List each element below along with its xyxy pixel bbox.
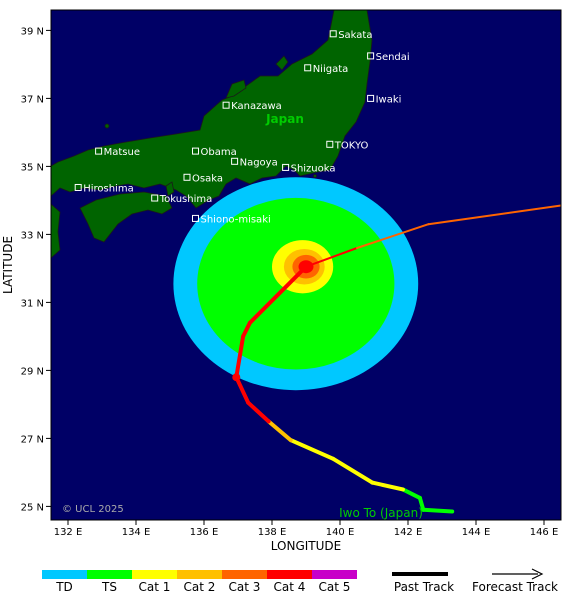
x-tick-label: 142 E [394,527,423,538]
city-label: Nagoya [240,157,278,168]
city-marker-icon [231,157,239,165]
legend-label: Cat 5 [319,580,351,594]
city-marker-icon [329,30,337,38]
track-segment [234,334,246,380]
track-segment [370,480,405,492]
y-tick-label: 29 N [21,366,44,377]
track-segment [356,223,430,249]
city-label: Sendai [376,52,410,63]
city-marker-icon [192,147,199,155]
y-tick-label: 39 N [21,26,44,37]
y-tick-label: 37 N [21,94,44,105]
legend-swatch-cat-3 [222,570,267,579]
city-marker-icon [192,214,199,222]
x-axis-label: LONGITUDE [271,539,341,553]
track-segment [234,375,251,405]
storm-track [232,204,561,514]
y-axis: 39 N 37 N 35 N 33 N 31 N 29 N 27 N 25 N [21,26,51,513]
y-tick-label: 35 N [21,162,44,173]
y-tick-label: 31 N [21,298,44,309]
x-tick-label: 134 E [122,527,151,538]
past-track-label: Past Track [394,580,454,594]
legend-swatch-cat-1 [132,570,177,579]
legend-label: Cat 3 [229,580,261,594]
city-marker-icon [326,140,334,148]
track-segment [331,456,375,485]
city-marker-icon [367,94,375,102]
storm-center-marker [303,263,309,270]
country-label: Japan [265,112,304,126]
city-label: Shiono-misaki [201,214,271,225]
x-tick-label: 132 E [54,527,83,538]
track-segment [246,400,271,424]
track-segment [241,320,252,339]
city-label: TOKYO [334,140,369,151]
legend-label: Cat 2 [184,580,216,594]
city-label: Shizuoka [291,163,336,174]
x-tick-label: 138 E [258,527,287,538]
city-marker-icon [222,101,230,109]
city-label: Niigata [313,64,349,75]
city-label: Tokushima [159,194,213,205]
legend-swatch-cat-4 [267,570,312,579]
city-marker-icon [282,163,290,171]
city-label: Osaka [192,173,223,184]
track-segment [421,507,455,514]
y-tick-label: 33 N [21,230,44,241]
x-axis: 132 E 134 E 136 E 138 E 140 E 142 E 144 E 146 E [54,520,559,538]
city-markers: Sakata Sendai Niigata Iwaki Kanazawa TOKYO Mat… [74,30,410,225]
city-marker-icon [74,183,82,191]
legend-swatch-ts [87,570,132,579]
track-segment [247,264,308,325]
land-sado [275,55,289,71]
track-segment [417,495,426,512]
legend-label: Cat 4 [274,580,306,594]
y-tick-label: 27 N [21,434,44,445]
city-label: Kanazawa [231,101,282,112]
city-marker-icon [151,194,159,202]
land-kyushu [51,203,61,259]
track-segment [427,204,561,226]
track-segment [305,247,358,268]
city-marker-icon [304,64,312,72]
legend-label: TD [55,580,73,594]
forecast-track-label: Forecast Track [472,580,558,594]
land-islet [104,123,110,129]
legend: TD TS Cat 1 Cat 2 Cat 3 Cat 4 Cat 5 [42,570,357,594]
legend-swatch-cat-2 [177,570,222,579]
copyright-text: © UCL 2025 [62,504,124,515]
x-tick-label: 136 E [190,527,219,538]
land-shikoku [79,191,173,243]
island-label: Iwo To (Japan) [339,506,423,520]
city-label: Hiroshima [83,183,134,194]
city-label: Obama [201,147,237,158]
city-label: Sakata [338,30,372,41]
legend-label: Cat 1 [139,580,171,594]
city-marker-icon [367,52,375,60]
wind-field [173,177,419,391]
city-marker-icon [183,173,191,181]
track-segment [288,438,336,461]
track-segment [266,419,293,443]
y-tick-label: 25 N [21,502,44,513]
city-marker-icon [95,147,103,155]
legend-swatch-cat-5 [312,570,357,579]
y-axis-label: LATITUDE [1,236,15,294]
x-tick-label: 146 E [530,527,559,538]
city-label: Matsue [104,147,140,158]
land-layer [51,10,373,259]
land-noto [225,79,247,99]
forecast-arrow-icon [531,568,544,580]
track-point [232,373,241,382]
city-label: Iwaki [376,94,402,105]
legend-label: TS [101,580,117,594]
x-tick-label: 140 E [326,527,355,538]
track-segment [400,487,422,500]
land-awaji [165,181,175,197]
legend-swatch-td [42,570,87,579]
x-tick-label: 144 E [462,527,491,538]
plot-border [50,9,562,521]
land-islet [313,174,317,178]
